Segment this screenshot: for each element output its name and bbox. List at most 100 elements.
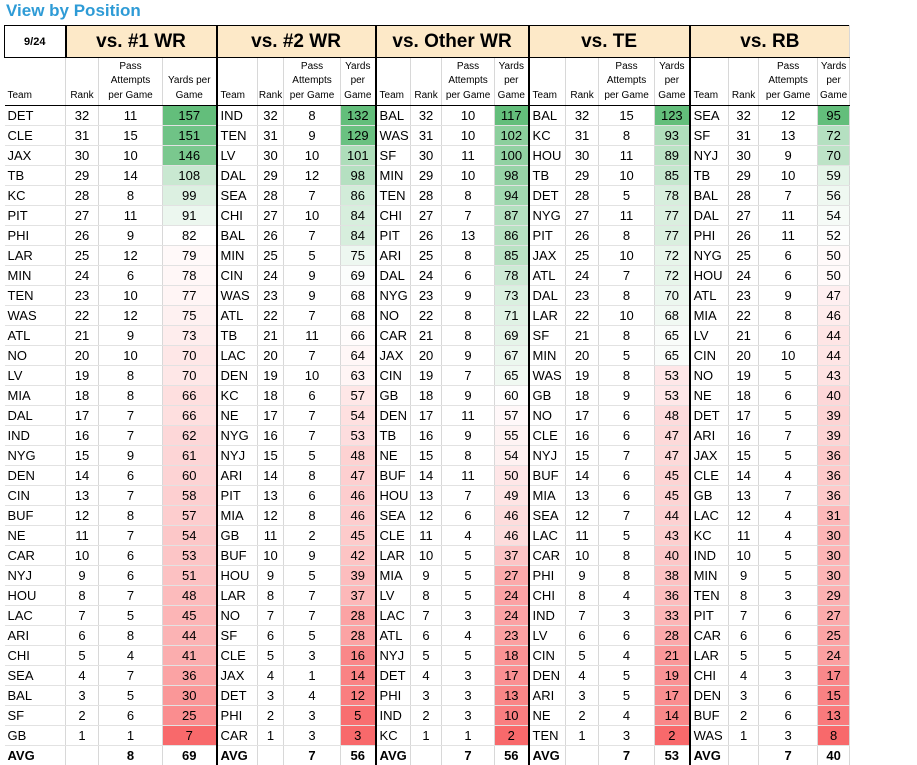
pass-attempts-cell: 6 [759, 706, 818, 726]
rank-cell: 14 [66, 466, 99, 486]
rank-cell: 17 [258, 406, 284, 426]
col-header-line: Yards [818, 60, 849, 75]
yards-cell: 82 [163, 226, 217, 246]
avg-blank [411, 746, 442, 765]
team-cell: MIA [217, 506, 258, 526]
yards-cell: 65 [655, 326, 690, 346]
team-cell: ARI [217, 466, 258, 486]
avg-pass-attempts: 7 [759, 746, 818, 765]
rank-cell: 2 [729, 706, 759, 726]
yards-cell: 57 [495, 406, 529, 426]
rank-cell: 10 [66, 546, 99, 566]
pass-attempts-cell: 14 [99, 166, 163, 186]
rank-cell: 24 [258, 266, 284, 286]
col-header-team: Team [217, 58, 258, 106]
rank-cell: 18 [566, 386, 599, 406]
col-header-line: Attempts [442, 74, 494, 89]
yards-cell: 54 [341, 406, 376, 426]
team-cell: NE [217, 406, 258, 426]
rank-cell: 17 [411, 406, 442, 426]
rank-cell: 14 [566, 466, 599, 486]
team-cell: CLE [690, 466, 729, 486]
team-cell: DAL [217, 166, 258, 186]
rank-cell: 7 [729, 606, 759, 626]
team-cell: PHI [690, 226, 729, 246]
rank-cell: 4 [66, 666, 99, 686]
yards-cell: 100 [495, 146, 529, 166]
col-header-line: Game [163, 89, 216, 104]
rank-cell: 14 [411, 466, 442, 486]
team-cell: NO [217, 606, 258, 626]
yards-cell: 123 [655, 106, 690, 126]
pass-attempts-cell: 8 [99, 186, 163, 206]
rank-cell: 3 [729, 686, 759, 706]
pass-attempts-cell: 7 [599, 446, 655, 466]
pass-attempts-cell: 10 [442, 166, 495, 186]
pass-attempts-cell: 10 [442, 126, 495, 146]
rank-cell: 10 [258, 546, 284, 566]
rank-cell: 7 [258, 606, 284, 626]
rank-cell: 13 [729, 486, 759, 506]
pass-attempts-cell: 5 [442, 546, 495, 566]
team-cell: PIT [529, 226, 566, 246]
pass-attempts-cell: 7 [599, 266, 655, 286]
rank-cell: 9 [258, 566, 284, 586]
yards-cell: 49 [495, 486, 529, 506]
rank-cell: 14 [258, 466, 284, 486]
pass-attempts-cell: 5 [759, 546, 818, 566]
rank-cell: 23 [66, 286, 99, 306]
pass-attempts-cell: 3 [442, 706, 495, 726]
yards-cell: 19 [655, 666, 690, 686]
rank-cell: 13 [66, 486, 99, 506]
yards-cell: 47 [818, 286, 850, 306]
pass-attempts-cell: 5 [599, 526, 655, 546]
rank-cell: 23 [566, 286, 599, 306]
pass-attempts-cell: 6 [599, 626, 655, 646]
yards-cell: 78 [655, 186, 690, 206]
pass-attempts-cell: 7 [284, 406, 341, 426]
yards-cell: 77 [655, 206, 690, 226]
yards-cell: 25 [818, 626, 850, 646]
team-cell: KC [529, 126, 566, 146]
col-header-line: Pass [99, 60, 162, 75]
yards-cell: 30 [818, 566, 850, 586]
rank-cell: 26 [411, 226, 442, 246]
pass-attempts-cell: 9 [759, 286, 818, 306]
rank-cell: 6 [411, 626, 442, 646]
team-cell: MIN [529, 346, 566, 366]
pass-attempts-cell: 6 [759, 626, 818, 646]
col-header-line: per Game [284, 89, 340, 104]
rank-cell: 20 [729, 346, 759, 366]
team-cell: GB [690, 486, 729, 506]
group-header: vs. #2 WR [217, 26, 376, 58]
team-cell: CIN [690, 346, 729, 366]
pass-attempts-cell: 3 [759, 666, 818, 686]
team-cell: CLE [376, 526, 411, 546]
pass-attempts-cell: 5 [442, 586, 495, 606]
rank-cell: 32 [66, 106, 99, 126]
col-header-rank: Rank [566, 58, 599, 106]
yards-cell: 8 [818, 726, 850, 746]
pass-attempts-cell: 8 [442, 326, 495, 346]
rank-cell: 31 [411, 126, 442, 146]
rank-cell: 13 [411, 486, 442, 506]
yards-cell: 66 [341, 326, 376, 346]
rank-cell: 19 [258, 366, 284, 386]
team-cell: NYG [376, 286, 411, 306]
rank-cell: 19 [729, 366, 759, 386]
rank-cell: 23 [411, 286, 442, 306]
pass-attempts-cell: 8 [99, 386, 163, 406]
team-cell: IND [217, 106, 258, 126]
team-cell: DEN [690, 686, 729, 706]
rank-cell: 6 [566, 626, 599, 646]
team-cell: KC [217, 386, 258, 406]
team-cell: DAL [529, 286, 566, 306]
team-cell: LAC [217, 346, 258, 366]
rank-cell: 17 [66, 406, 99, 426]
team-cell: CHI [376, 206, 411, 226]
pass-attempts-cell: 3 [442, 686, 495, 706]
